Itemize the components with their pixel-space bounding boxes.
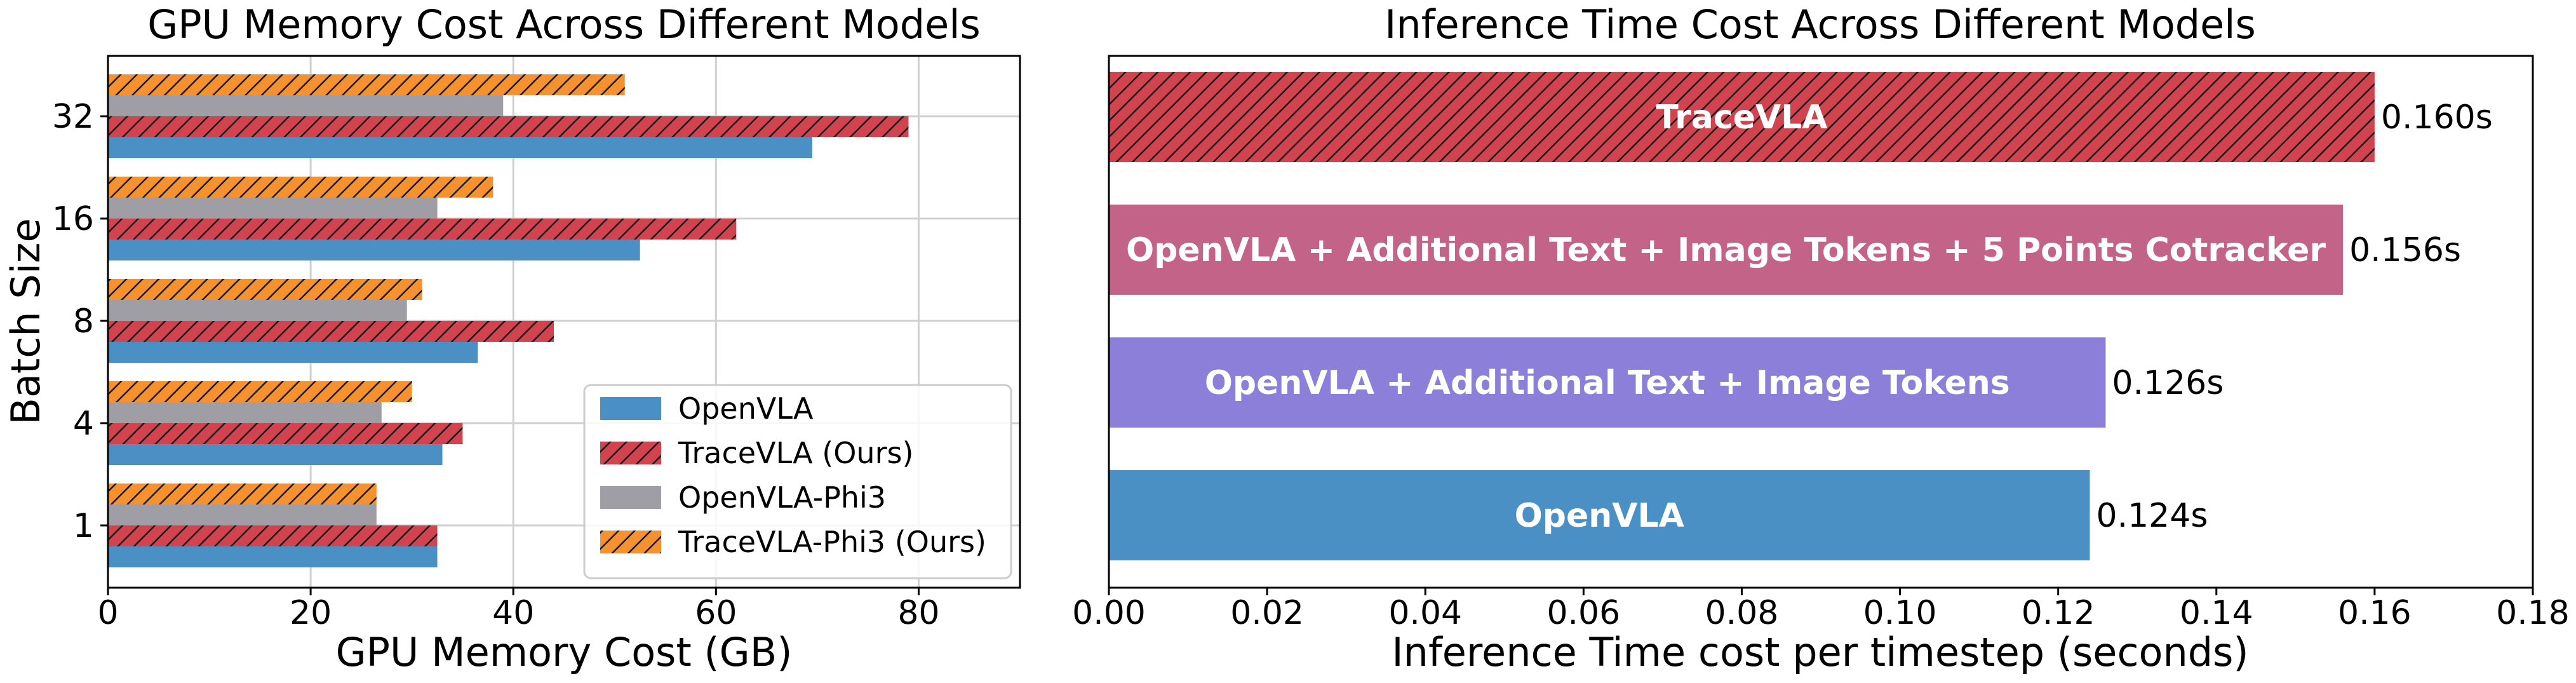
bar-value-label: 0.160s — [2381, 98, 2493, 137]
legend-swatch — [600, 397, 661, 420]
x-tick-label: 60 — [695, 594, 737, 632]
legend-swatch — [600, 486, 661, 509]
legend-label: OpenVLA — [678, 391, 814, 426]
time-chart-xlabel: Inference Time cost per timestep (second… — [1392, 629, 2248, 675]
time-chart-title: Inference Time Cost Across Different Mod… — [1385, 1, 2256, 48]
bar-openvla-batch-16 — [108, 240, 640, 260]
x-tick-label: 80 — [897, 594, 939, 632]
legend-swatch — [600, 531, 661, 553]
x-tick-label: 0 — [97, 594, 118, 632]
x-tick-label: 0.14 — [2180, 594, 2253, 632]
bar-openvla — [1109, 470, 2090, 560]
bar-tracevla-phi3-ours-batch-8 — [108, 279, 422, 300]
inference-time-chart: Inference Time Cost Across Different Mod… — [1072, 1, 2570, 675]
bar-value-label: 0.126s — [2112, 364, 2224, 402]
gpu-chart-title: GPU Memory Cost Across Different Models — [147, 1, 981, 48]
x-tick-label: 0.12 — [2022, 594, 2095, 632]
time-chart-xticks: 0.00 0.02 0.04 0.06 0.08 0.10 0.12 0.14 0.16 0.18 — [1072, 588, 2570, 632]
legend-swatch — [600, 442, 661, 464]
x-tick-label: 0.00 — [1072, 594, 1146, 632]
legend-box — [583, 384, 1012, 579]
x-tick-label: 0.10 — [1863, 594, 1937, 632]
gpu-chart-legend: OpenVLA TraceVLA (Ours) OpenVLA-Phi3 TraceV… — [583, 384, 1012, 579]
legend-label: TraceVLA (Ours) — [678, 436, 913, 470]
y-tick-label: 32 — [52, 98, 94, 136]
x-tick-label: 20 — [290, 594, 332, 632]
bar-openvla-phi3-batch-4 — [108, 402, 382, 423]
y-tick-label: 4 — [73, 405, 94, 443]
bar-openvla-batch-1 — [108, 546, 438, 567]
bar-tracevla-ours-batch-8 — [108, 321, 554, 342]
gpu-memory-chart: GPU Memory Cost Across Different Models … — [3, 1, 1021, 675]
bar-tracevla-ours-batch-16 — [108, 219, 737, 240]
bar-openvla-batch-32 — [108, 137, 812, 158]
bar-tracevla-ours-batch-32 — [108, 116, 909, 137]
bar-openvla-phi3-batch-1 — [108, 504, 377, 525]
x-tick-label: 0.06 — [1546, 594, 1620, 632]
bar-tracevla — [1109, 72, 2375, 162]
bar-name-label: OpenVLA + Additional Text + Image Tokens — [1205, 364, 2010, 402]
bar-tracevla-phi3-ours-batch-1 — [108, 484, 377, 504]
bar-openvla-batch-8 — [108, 342, 478, 363]
legend-label: OpenVLA-Phi3 — [678, 480, 886, 515]
legend-label: TraceVLA-Phi3 (Ours) — [678, 525, 986, 559]
bar-openvla-phi3-batch-16 — [108, 198, 438, 219]
x-tick-label: 0.18 — [2496, 594, 2570, 632]
y-tick-label: 1 — [73, 507, 94, 545]
x-tick-label: 0.08 — [1705, 594, 1779, 632]
bar-name-label: OpenVLA + Additional Text + Image Tokens… — [1126, 231, 2326, 269]
bar-openvla-additional-text-image-tokens-5-points-cotracker — [1109, 205, 2344, 295]
bar-openvla-batch-4 — [108, 444, 443, 465]
gpu-chart-xticks: 0 20 40 60 80 — [97, 588, 940, 632]
bar-name-label: OpenVLA — [1515, 497, 1684, 535]
bar-tracevla-phi3-ours-batch-4 — [108, 381, 412, 402]
gpu-chart-bars — [108, 74, 909, 567]
bar-name-label: TraceVLA — [1656, 98, 1827, 137]
x-tick-label: 0.16 — [2338, 594, 2412, 632]
gpu-chart-ylabel: Batch Size — [3, 218, 49, 424]
x-tick-label: 0.04 — [1388, 594, 1462, 632]
bar-tracevla-phi3-ours-batch-32 — [108, 74, 625, 95]
bar-value-label: 0.156s — [2349, 231, 2461, 269]
time-chart-frame — [1108, 55, 2534, 589]
y-tick-label: 16 — [52, 200, 94, 238]
bar-tracevla-phi3-ours-batch-16 — [108, 177, 493, 198]
time-chart-bars: OpenVLA 0.124s OpenVLA + Additional Text +… — [1109, 72, 2493, 560]
bar-openvla-phi3-batch-32 — [108, 95, 504, 116]
bar-openvla-phi3-batch-8 — [108, 300, 407, 321]
bar-openvla-additional-text-image-tokens — [1109, 337, 2106, 428]
bar-tracevla-ours-batch-1 — [108, 525, 438, 546]
bar-tracevla-ours-batch-4 — [108, 423, 463, 444]
x-tick-label: 0.02 — [1230, 594, 1304, 632]
gpu-chart-yticks: 1 4 8 16 32 — [52, 98, 108, 545]
y-tick-label: 8 — [73, 302, 94, 341]
x-tick-label: 40 — [492, 594, 534, 632]
bar-value-label: 0.124s — [2096, 497, 2208, 535]
gpu-chart-xlabel: GPU Memory Cost (GB) — [336, 629, 793, 675]
